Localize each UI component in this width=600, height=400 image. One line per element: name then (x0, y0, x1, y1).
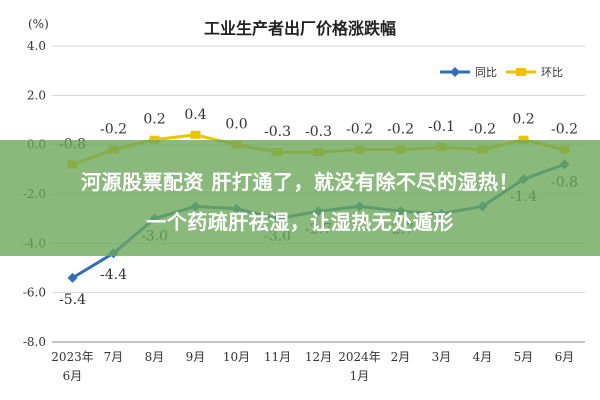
data-point (67, 272, 78, 283)
x-tick-label: 2024年 1月 (338, 350, 381, 383)
x-tick-label: 8月 (145, 350, 165, 364)
x-tick-label: 10月 (223, 350, 250, 364)
data-label: -0.2 (100, 122, 127, 138)
chart-title: 工业生产者出厂价格涨跌幅 (204, 19, 396, 38)
legend-label: 同比 (475, 66, 497, 79)
data-label: -0.1 (428, 119, 455, 135)
data-label: -0.2 (387, 122, 414, 138)
y-tick-label: -8.0 (23, 335, 46, 349)
legend: 同比 环比 (440, 66, 563, 79)
data-label: -0.2 (551, 122, 578, 138)
data-label: -5.4 (59, 292, 86, 308)
data-label: -0.2 (469, 122, 496, 138)
y-unit-label: (%) (28, 17, 49, 31)
legend-marker (450, 67, 460, 77)
data-label: 0.2 (143, 112, 165, 128)
y-tick-label: 2.0 (27, 88, 46, 102)
data-label: 0.2 (512, 112, 534, 128)
x-tick-label: 11月 (264, 350, 291, 364)
data-label: -0.3 (264, 124, 291, 140)
data-label: -0.2 (346, 122, 373, 138)
data-label: 0.4 (184, 107, 206, 123)
banner-line-1: 河源股票配资 肝打通了，就没有除不尽的湿热！ (81, 170, 519, 194)
y-tick-label: 4.0 (27, 39, 46, 53)
x-tick-label: 9月 (186, 350, 206, 364)
x-tick-label: 2023年 6月 (51, 350, 94, 383)
y-tick-label: -6.0 (23, 286, 46, 300)
x-tick-label: 7月 (104, 350, 124, 364)
x-tick-label: 4月 (473, 350, 493, 364)
data-label: 0.0 (225, 117, 247, 133)
data-label: -0.3 (305, 124, 332, 140)
data-point (149, 135, 160, 144)
data-point (190, 130, 201, 139)
x-tick-label: 3月 (432, 350, 452, 364)
x-tick-label: 2月 (391, 350, 411, 364)
data-point (518, 135, 529, 144)
x-tick-label: 6月 (555, 350, 575, 364)
promo-banner[interactable]: 河源股票配资 肝打通了，就没有除不尽的湿热！ 一个药疏肝祛湿，让湿热无处遁形 (0, 140, 600, 256)
legend-marker (516, 68, 526, 76)
data-label: -4.4 (100, 267, 127, 283)
banner-line-2: 一个药疏肝祛湿，让湿热无处遁形 (146, 210, 454, 234)
legend-label: 环比 (541, 66, 563, 79)
x-tick-label: 5月 (514, 350, 534, 364)
x-tick-label: 12月 (305, 350, 332, 364)
